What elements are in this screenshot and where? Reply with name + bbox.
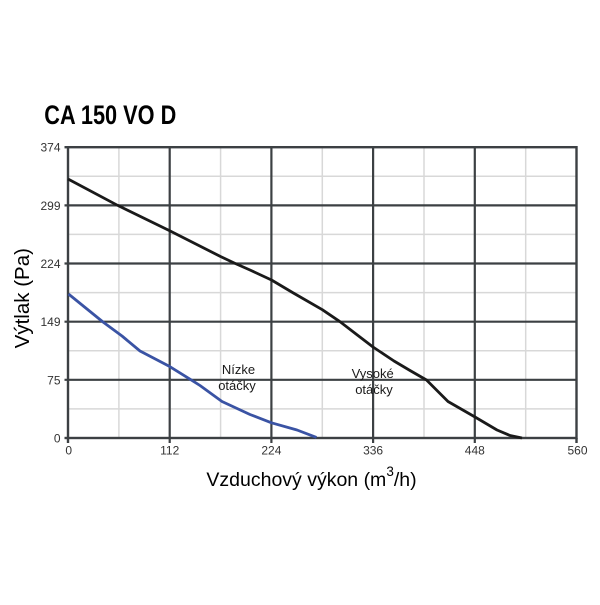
svg-text:299: 299 bbox=[40, 199, 60, 213]
svg-text:Nízke: Nízke bbox=[222, 362, 255, 377]
svg-text:75: 75 bbox=[47, 373, 61, 387]
svg-text:560: 560 bbox=[567, 443, 587, 457]
svg-text:CA 150 VO D: CA 150 VO D bbox=[44, 101, 176, 131]
svg-text:112: 112 bbox=[160, 443, 179, 457]
svg-text:otáčky: otáčky bbox=[355, 382, 393, 397]
svg-text:0: 0 bbox=[54, 432, 61, 446]
svg-text:otáčky: otáčky bbox=[218, 378, 256, 393]
svg-text:224: 224 bbox=[261, 443, 281, 457]
svg-text:0: 0 bbox=[65, 443, 72, 457]
svg-text:Vzduchový výkon (m3/h): Vzduchový výkon (m3/h) bbox=[206, 464, 416, 491]
svg-text:Vysoké: Vysoké bbox=[352, 366, 394, 381]
svg-text:448: 448 bbox=[465, 443, 485, 457]
svg-text:224: 224 bbox=[40, 257, 60, 271]
svg-text:149: 149 bbox=[40, 315, 60, 329]
svg-text:Výtlak (Pa): Výtlak (Pa) bbox=[11, 248, 34, 348]
svg-text:374: 374 bbox=[40, 141, 60, 155]
svg-text:336: 336 bbox=[363, 443, 383, 457]
